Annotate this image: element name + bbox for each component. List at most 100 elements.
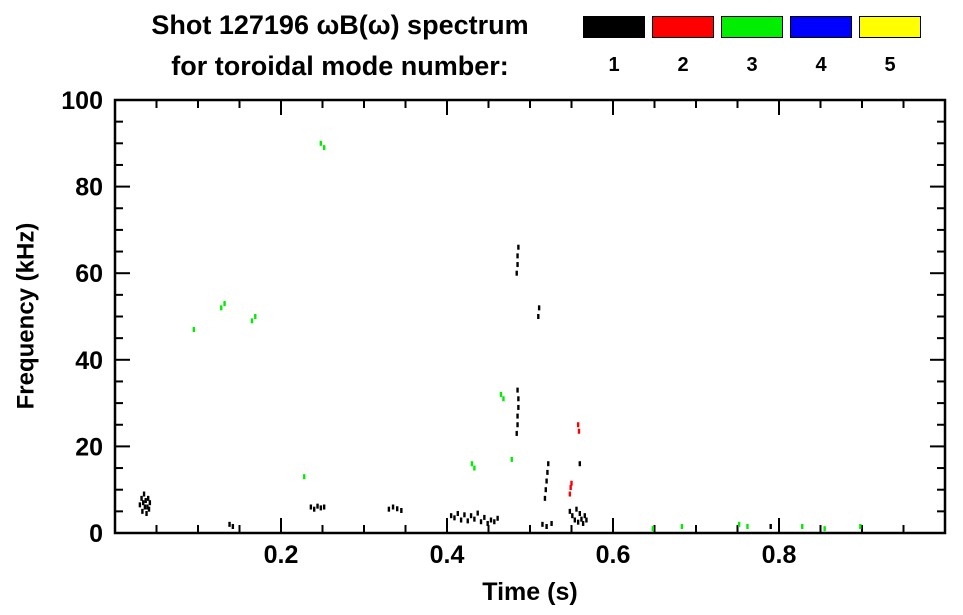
data-point-n=1 xyxy=(396,506,399,512)
data-point-n=1 xyxy=(459,517,463,523)
data-point-n=1 xyxy=(486,520,489,526)
data-point-n=1 xyxy=(148,500,152,506)
data-point-n=3 xyxy=(254,314,257,319)
data-point-n=1 xyxy=(145,511,148,517)
data-point-n=1 xyxy=(496,515,499,521)
data-point-n=1 xyxy=(516,253,519,259)
legend-item-3: 3 xyxy=(721,16,783,77)
legend-item-4: 4 xyxy=(790,16,852,77)
legend-swatch-5 xyxy=(859,16,921,38)
data-point-n=3 xyxy=(192,326,196,332)
legend-swatch-3 xyxy=(721,16,783,38)
data-point-n=1 xyxy=(479,519,483,525)
data-point-n=3 xyxy=(499,391,503,397)
data-point-n=1 xyxy=(316,503,319,509)
legend-label-3: 3 xyxy=(746,54,758,76)
data-point-n=1 xyxy=(515,430,518,436)
data-point-n=1 xyxy=(516,262,519,268)
data-point-n=1 xyxy=(140,495,143,501)
data-point-n=1 xyxy=(543,495,547,501)
data-point-n=1 xyxy=(387,506,391,512)
data-point-n=1 xyxy=(515,270,518,276)
data-point-n=1 xyxy=(319,505,323,511)
legend-swatch-1 xyxy=(583,16,645,38)
data-point-n=1 xyxy=(581,520,585,526)
data-point-n=3 xyxy=(680,524,684,530)
legend-swatch-2 xyxy=(652,16,714,38)
legend-label-5: 5 xyxy=(884,54,896,76)
legend-label-1: 1 xyxy=(608,54,620,76)
data-point-n=2 xyxy=(569,485,572,491)
data-point-n=1 xyxy=(568,508,572,514)
data-point-n=1 xyxy=(141,508,144,514)
y-tick-label-40: 40 xyxy=(75,347,103,375)
data-point-n=1 xyxy=(147,506,151,512)
data-point-n=3 xyxy=(319,140,323,146)
data-point-n=1 xyxy=(516,422,519,428)
data-point-n=3 xyxy=(470,461,474,467)
legend-label-4: 4 xyxy=(815,54,827,76)
data-point-n=3 xyxy=(859,524,862,530)
chart-title-line2: for toroidal mode number: xyxy=(171,51,509,81)
data-point-n=1 xyxy=(466,518,469,524)
data-point-n=1 xyxy=(546,469,549,475)
data-point-n=1 xyxy=(143,504,147,510)
data-point-n=1 xyxy=(537,314,540,319)
data-point-n=3 xyxy=(502,396,505,402)
data-point-n=3 xyxy=(322,145,326,151)
data-point-n=1 xyxy=(544,487,547,493)
data-point-n=1 xyxy=(769,524,772,530)
data-point-n=1 xyxy=(449,513,453,519)
x-tick-label-0.6: 0.6 xyxy=(596,541,631,569)
y-tick-label-0: 0 xyxy=(89,520,103,548)
data-point-n=1 xyxy=(516,387,519,393)
data-point-n=2 xyxy=(577,428,581,434)
mode-legend: 1 2 3 4 5 xyxy=(583,16,921,77)
y-axis-label: Frequency (kHz) xyxy=(12,222,40,410)
data-point-n=1 xyxy=(309,504,313,510)
data-point-n=3 xyxy=(651,526,655,532)
data-point-n=1 xyxy=(578,511,581,517)
data-point-n=1 xyxy=(547,461,550,467)
data-point-n=1 xyxy=(489,517,493,523)
data-point-n=1 xyxy=(585,517,588,523)
data-point-n=3 xyxy=(223,301,226,307)
data-point-n=1 xyxy=(517,404,520,410)
data-point-n=1 xyxy=(476,510,479,516)
chart-title-line1: Shot 127196 ωB(ω) spectrum xyxy=(151,10,529,40)
data-point-n=1 xyxy=(550,520,553,526)
data-point-n=1 xyxy=(576,519,580,525)
x-tick-label-0.4: 0.4 xyxy=(430,541,465,569)
legend-item-1: 1 xyxy=(583,16,645,77)
plot-frame xyxy=(113,98,947,535)
data-point-n=3 xyxy=(250,318,254,324)
data-point-n=1 xyxy=(541,521,544,527)
data-point-n=1 xyxy=(228,521,231,527)
data-point-n=1 xyxy=(231,524,235,530)
data-point-n=3 xyxy=(801,524,804,530)
x-tick-label-0.2: 0.2 xyxy=(264,541,299,569)
data-point-n=1 xyxy=(573,517,577,523)
data-point-n=1 xyxy=(483,514,486,520)
data-point-n=1 xyxy=(537,305,541,311)
data-point-n=3 xyxy=(510,456,513,462)
data-point-n=1 xyxy=(517,244,520,250)
y-tick-label-80: 80 xyxy=(75,174,103,202)
data-point-n=1 xyxy=(583,513,586,519)
data-point-n=3 xyxy=(737,521,741,527)
data-point-n=1 xyxy=(453,515,456,521)
data-point-n=1 xyxy=(580,516,583,522)
chart-title: Shot 127196 ωB(ω) spectrum for toroidal … xyxy=(40,4,640,86)
y-tick-label-100: 100 xyxy=(61,87,103,115)
data-point-n=1 xyxy=(578,461,581,467)
data-point-n=1 xyxy=(575,506,578,512)
data-point-n=1 xyxy=(144,498,147,504)
data-point-n=1 xyxy=(146,504,149,510)
legend-item-5: 5 xyxy=(859,16,921,77)
data-point-n=2 xyxy=(576,422,580,428)
data-point-n=3 xyxy=(823,526,826,532)
data-point-n=3 xyxy=(473,465,476,471)
data-point-n=1 xyxy=(142,491,146,497)
